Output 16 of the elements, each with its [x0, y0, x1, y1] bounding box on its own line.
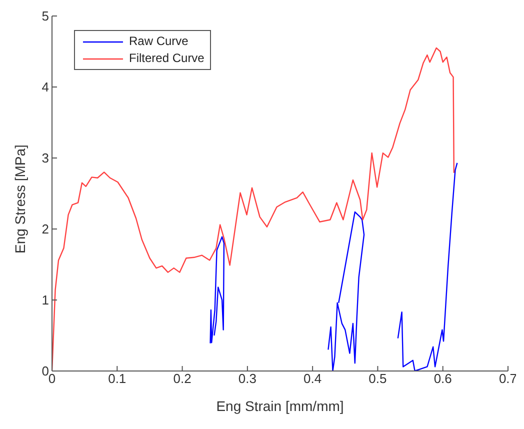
y-tick-label: 4 — [42, 80, 49, 95]
y-tick-label: 5 — [42, 8, 49, 24]
x-tick-label: 0.2 — [173, 371, 192, 386]
legend-label: Filtered Curve — [129, 50, 204, 67]
y-tick-label: 2 — [42, 222, 49, 237]
x-tick-label: 0.1 — [108, 371, 126, 386]
x-tick-label: 0.5 — [368, 371, 387, 386]
legend-label: Raw Curve — [129, 33, 188, 50]
y-tick-label: 1 — [42, 292, 49, 308]
x-tick-label: 0.3 — [238, 371, 256, 386]
x-tick-label: 0.6 — [434, 371, 452, 386]
x-tick-label: 0.7 — [498, 371, 518, 386]
y-axis-title: Eng Stress [MPa] — [12, 144, 28, 254]
y-tick-label: 3 — [42, 150, 49, 166]
x-axis-title: Eng Strain [mm/mm] — [216, 398, 344, 414]
x-tick-label: 0.4 — [304, 371, 322, 386]
